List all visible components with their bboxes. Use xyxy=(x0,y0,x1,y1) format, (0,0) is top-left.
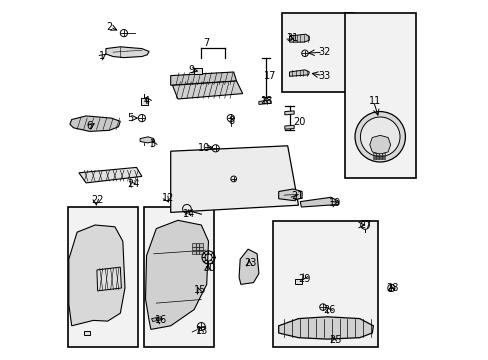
Text: 3: 3 xyxy=(149,139,155,149)
Text: 11: 11 xyxy=(368,96,380,106)
Text: 16: 16 xyxy=(154,315,166,325)
Bar xyxy=(294,279,302,284)
Text: 27: 27 xyxy=(359,220,371,230)
Text: 4: 4 xyxy=(143,96,149,106)
Polygon shape xyxy=(170,72,236,85)
Bar xyxy=(199,251,203,254)
Bar xyxy=(194,68,202,74)
Polygon shape xyxy=(258,100,271,104)
Bar xyxy=(378,158,381,159)
Bar xyxy=(282,13,354,92)
Text: 32: 32 xyxy=(318,47,330,57)
Bar xyxy=(199,247,203,250)
Text: 9: 9 xyxy=(188,65,194,75)
Text: 6: 6 xyxy=(86,121,92,131)
Text: 18: 18 xyxy=(260,96,272,106)
Bar xyxy=(375,153,378,155)
Text: 12: 12 xyxy=(162,193,174,203)
Polygon shape xyxy=(69,225,125,326)
Text: 1: 1 xyxy=(99,51,104,61)
Bar xyxy=(373,158,375,159)
Bar xyxy=(378,153,381,155)
Bar xyxy=(196,247,199,250)
Text: 5: 5 xyxy=(127,113,134,123)
Text: 33: 33 xyxy=(318,71,330,81)
Bar xyxy=(381,153,384,155)
Bar xyxy=(373,156,375,157)
Text: 29: 29 xyxy=(298,274,310,284)
Text: 17: 17 xyxy=(264,71,276,81)
Text: 19: 19 xyxy=(328,198,341,208)
Text: 14: 14 xyxy=(183,209,195,219)
Text: 2: 2 xyxy=(106,22,112,32)
Text: 20: 20 xyxy=(292,117,305,127)
Text: 23: 23 xyxy=(244,258,256,268)
Polygon shape xyxy=(300,197,338,207)
Text: 25: 25 xyxy=(328,335,341,345)
Polygon shape xyxy=(278,189,302,201)
Bar xyxy=(345,13,415,178)
Text: 7: 7 xyxy=(203,38,209,48)
Bar xyxy=(199,243,203,247)
Text: 28: 28 xyxy=(386,283,398,293)
Polygon shape xyxy=(70,116,120,131)
Bar xyxy=(273,221,377,347)
Bar xyxy=(196,251,199,254)
Bar xyxy=(381,156,384,157)
Text: 26: 26 xyxy=(323,305,335,315)
Bar xyxy=(378,156,381,157)
Text: 10: 10 xyxy=(197,143,209,153)
Text: 15: 15 xyxy=(194,285,206,295)
Polygon shape xyxy=(172,81,242,99)
Polygon shape xyxy=(289,70,309,76)
Polygon shape xyxy=(106,47,149,58)
Text: 24: 24 xyxy=(127,179,140,189)
Polygon shape xyxy=(151,317,162,321)
Bar xyxy=(68,207,138,347)
Polygon shape xyxy=(278,317,373,339)
Text: 31: 31 xyxy=(285,33,298,43)
Bar xyxy=(373,153,375,155)
Bar xyxy=(375,156,378,157)
Polygon shape xyxy=(284,111,294,115)
Text: 30: 30 xyxy=(203,263,215,273)
Circle shape xyxy=(354,112,405,162)
Bar xyxy=(141,98,147,105)
Text: 13: 13 xyxy=(196,326,208,336)
Bar xyxy=(192,243,195,247)
Bar xyxy=(83,331,90,335)
Bar xyxy=(143,207,213,347)
Polygon shape xyxy=(79,167,142,183)
Polygon shape xyxy=(369,135,390,154)
Polygon shape xyxy=(170,146,298,212)
Polygon shape xyxy=(145,220,208,329)
Bar xyxy=(196,243,199,247)
Polygon shape xyxy=(140,137,153,143)
Polygon shape xyxy=(97,267,121,291)
Bar xyxy=(381,158,384,159)
Text: 8: 8 xyxy=(228,116,234,126)
Bar xyxy=(192,251,195,254)
Circle shape xyxy=(360,117,399,157)
Polygon shape xyxy=(289,34,309,42)
Text: 22: 22 xyxy=(91,195,104,205)
Polygon shape xyxy=(239,249,258,284)
Polygon shape xyxy=(284,125,294,129)
Text: 21: 21 xyxy=(291,191,303,201)
Bar xyxy=(192,247,195,250)
Bar xyxy=(375,158,378,159)
